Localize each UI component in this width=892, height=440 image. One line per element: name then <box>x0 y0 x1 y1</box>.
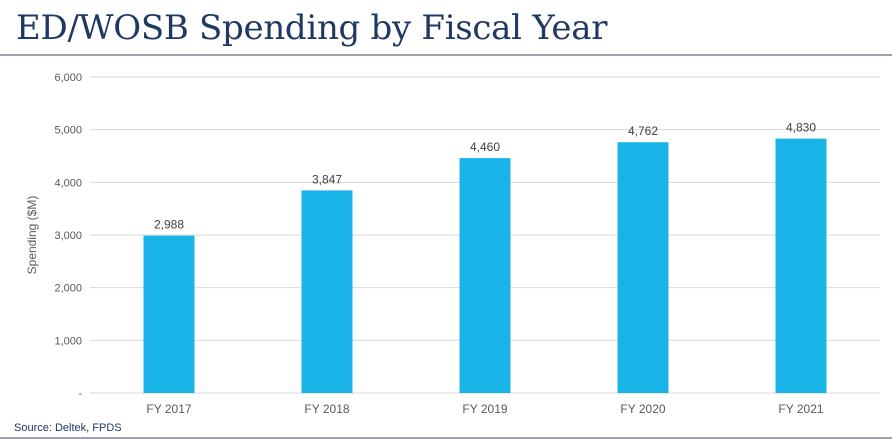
bar <box>143 235 195 393</box>
x-tick-label: FY 2017 <box>146 402 191 416</box>
title-divider <box>0 54 892 56</box>
data-label: 4,762 <box>628 124 658 138</box>
data-label: 4,460 <box>470 140 500 154</box>
y-tick-label: 4,000 <box>54 177 82 189</box>
bottom-divider <box>0 437 892 439</box>
data-label: 4,830 <box>786 121 816 135</box>
y-tick-label: 6,000 <box>54 72 82 84</box>
x-tick-label: FY 2019 <box>462 402 507 416</box>
page-title: ED/WOSB Spending by Fiscal Year <box>16 8 608 48</box>
bar-chart: - 1,000 2,000 3,000 4,000 5,000 6,000 Spending … <box>25 72 880 416</box>
y-tick-label: 5,000 <box>54 125 82 137</box>
bar <box>775 138 827 393</box>
y-tick-label: 3,000 <box>54 230 82 242</box>
y-tick-label: 1,000 <box>54 335 82 347</box>
data-label: 3,847 <box>312 172 342 186</box>
bar <box>459 158 511 393</box>
x-tick-label: FY 2021 <box>778 402 823 416</box>
y-axis-label: Spending ($M) <box>25 196 39 275</box>
x-tick-label: FY 2020 <box>620 402 665 416</box>
y-tick-label: - <box>78 388 82 400</box>
bar <box>301 190 353 393</box>
y-tick-label: 2,000 <box>54 283 82 295</box>
bar <box>617 142 669 393</box>
data-label: 2,988 <box>154 218 184 232</box>
source-note: Source: Deltek, FPDS <box>14 422 122 434</box>
x-tick-label: FY 2018 <box>304 402 349 416</box>
